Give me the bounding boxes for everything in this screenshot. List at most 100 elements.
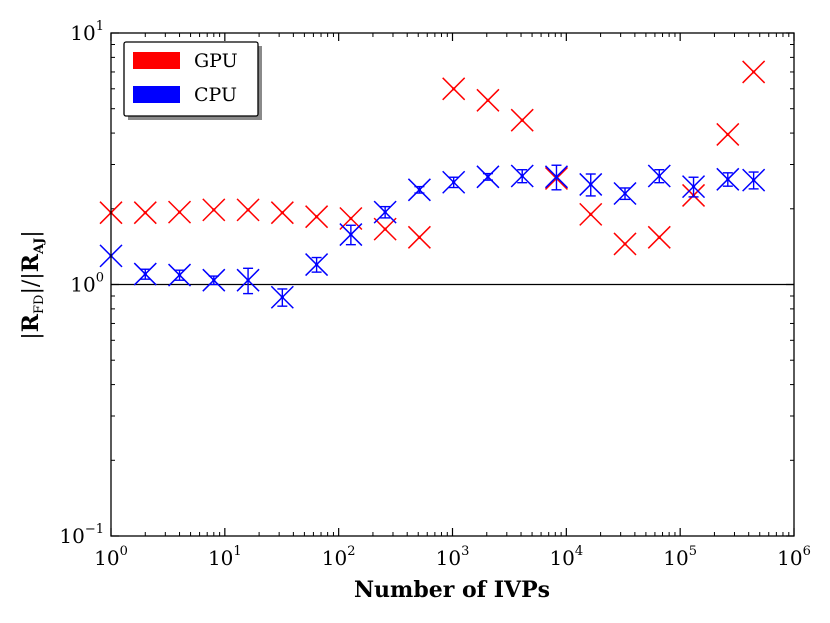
y-tick-label: 10−1 (59, 522, 104, 548)
x-tick-base: 10 (322, 546, 347, 570)
center-dot (280, 295, 284, 299)
center-dot (349, 216, 353, 221)
x-tick-label: 101 (208, 544, 242, 570)
legend-label-gpu: GPU (194, 50, 238, 72)
center-dot (452, 87, 456, 91)
legend-label-cpu: CPU (194, 84, 237, 106)
y-axis-label-close: | (19, 230, 44, 237)
data-point-cpu (305, 253, 329, 277)
plot-frame (110, 32, 795, 537)
data-point-cpu (510, 164, 534, 188)
data-point-gpu (373, 217, 397, 241)
center-dot (726, 177, 730, 181)
x-tick-base: 10 (436, 546, 461, 570)
x-tick-labels: 100 101 102 103 104 105 106 (94, 544, 811, 570)
y-tick-exp: −1 (85, 522, 104, 537)
center-dot (417, 235, 422, 239)
y-tick-base: 10 (70, 273, 95, 297)
data-point-cpu (579, 172, 603, 197)
data-point-gpu (339, 206, 363, 231)
center-dot (589, 182, 593, 187)
x-tick-label: 100 (94, 544, 128, 570)
x-tick-label: 105 (663, 544, 697, 570)
x-tick-base: 10 (94, 546, 119, 570)
data-point-cpu (373, 200, 397, 224)
data-point-cpu (236, 267, 260, 295)
center-dot (691, 185, 696, 189)
y-axis-label-num-main: R (18, 313, 44, 332)
x-tick-label: 106 (777, 544, 811, 570)
center-dot (383, 210, 387, 214)
data-point-cpu (407, 178, 431, 202)
center-dot (486, 175, 490, 179)
y-axis-label: |RFD|/|RAJ| (18, 230, 47, 339)
data-point-gpu (305, 205, 329, 229)
center-dot (726, 132, 730, 137)
data-point-cpu (716, 167, 740, 191)
center-dot (657, 174, 661, 178)
legend-swatch-cpu (133, 86, 180, 103)
center-dot (280, 211, 284, 215)
center-dot (143, 211, 147, 215)
x-tick-exp: 5 (689, 544, 697, 559)
data-point-gpu (236, 198, 260, 222)
data-point-cpu (742, 168, 766, 192)
data-point-gpu (716, 122, 740, 146)
x-tick-exp: 0 (120, 544, 128, 559)
center-dot (589, 212, 593, 216)
y-tick-exp: 1 (96, 19, 104, 34)
y-tick-label: 101 (70, 19, 104, 45)
data-point-gpu (407, 225, 431, 249)
legend-swatch-gpu (133, 52, 180, 69)
data-point-gpu (579, 202, 603, 226)
center-dot (177, 273, 182, 277)
x-tick-exp: 2 (347, 544, 355, 559)
x-tick-label: 104 (549, 544, 583, 570)
y-tick-exp: 0 (96, 271, 104, 286)
x-tick-base: 10 (777, 546, 802, 570)
data-point-cpu (339, 223, 363, 247)
series-cpu (99, 164, 766, 309)
center-dot (486, 98, 490, 102)
center-dot (520, 118, 524, 122)
data-point-gpu (647, 225, 671, 249)
center-dot (623, 242, 627, 246)
data-point-cpu (202, 268, 226, 292)
data-point-cpu (270, 285, 294, 309)
data-point-gpu (168, 200, 192, 224)
data-point-gpu (202, 198, 226, 222)
center-dot (752, 178, 756, 182)
center-dot (452, 180, 456, 184)
data-point-gpu (613, 232, 637, 256)
x-tick-exp: 1 (233, 544, 241, 559)
data-point-gpu (442, 77, 466, 101)
x-tick-label: 102 (322, 544, 356, 570)
y-tick-label: 100 (70, 271, 104, 297)
x-tick-exp: 3 (461, 544, 469, 559)
center-dot (315, 262, 319, 267)
center-dot (143, 272, 147, 276)
minor-ticks (111, 33, 794, 536)
legend: GPU CPU (123, 41, 262, 120)
x-tick-label: 103 (436, 544, 470, 570)
data-point-cpu (133, 262, 157, 286)
center-dot (657, 235, 661, 239)
center-dot (623, 191, 627, 196)
x-tick-exp: 4 (575, 544, 583, 559)
center-dot (383, 227, 387, 231)
y-axis-label-den-main: R (18, 253, 44, 272)
center-dot (554, 175, 559, 179)
center-dot (246, 208, 250, 212)
center-dot (212, 208, 216, 212)
data-point-cpu (613, 181, 637, 206)
data-point-gpu (270, 201, 294, 225)
data-point-gpu (476, 88, 500, 112)
x-axis-label: Number of IVPs (354, 577, 550, 603)
y-tick-base: 10 (70, 21, 95, 45)
x-tick-base: 10 (549, 546, 574, 570)
data-point-cpu (647, 164, 671, 188)
center-dot (315, 215, 319, 219)
y-axis-label-divider: |/| (19, 272, 44, 294)
center-dot (349, 232, 353, 237)
